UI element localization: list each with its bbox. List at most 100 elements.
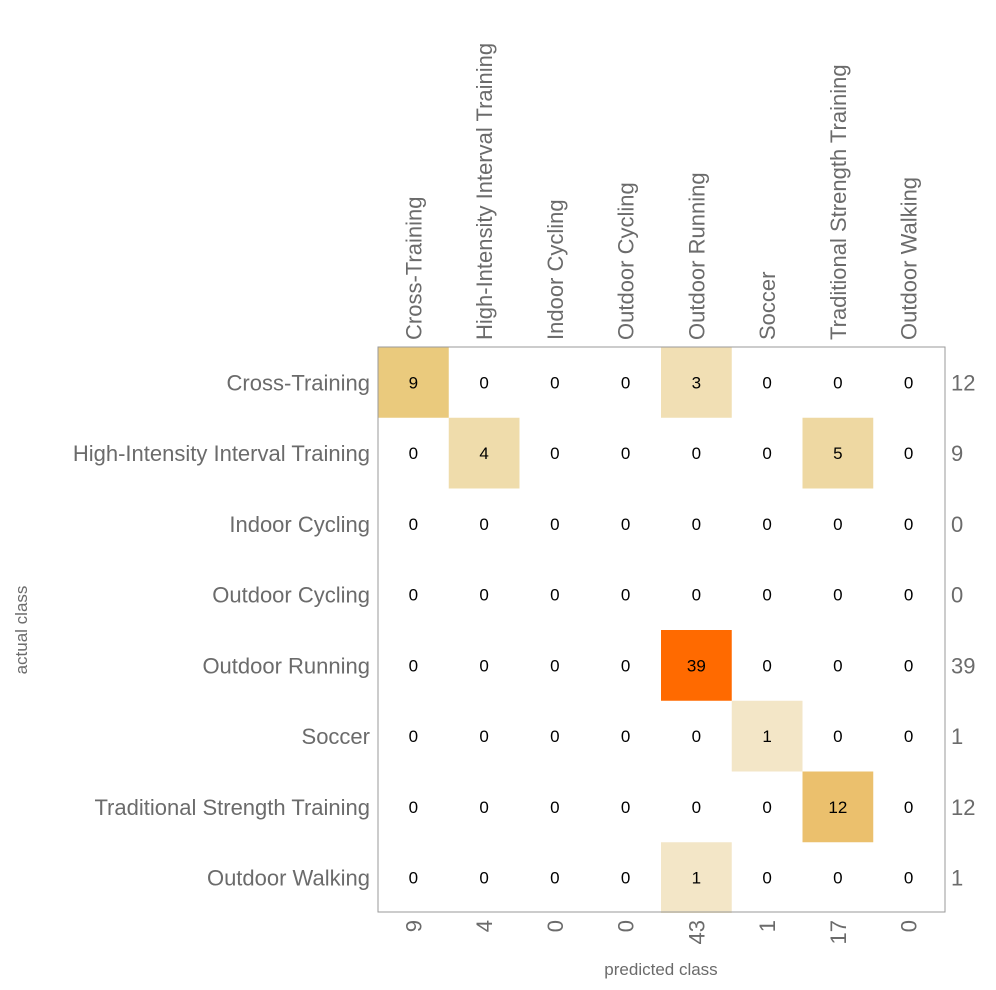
cell-value: 0 [833, 727, 842, 746]
cell-value: 0 [904, 656, 913, 675]
row-label: Indoor Cycling [229, 512, 370, 537]
cell-value: 0 [904, 798, 913, 817]
cell-value: 0 [409, 727, 418, 746]
cell-value: 0 [621, 373, 630, 392]
cell-value: 0 [479, 727, 488, 746]
column-totals: 9 4 0 0 43 1 17 0 [401, 920, 921, 944]
cell-value: 0 [692, 727, 701, 746]
cell-value: 5 [833, 444, 842, 463]
row-label: Soccer [302, 724, 370, 749]
row-labels: Cross-Training High-Intensity Interval Tr… [73, 370, 370, 890]
cell-value: 39 [687, 656, 706, 675]
cell-value: 0 [621, 798, 630, 817]
cell-value: 12 [828, 798, 847, 817]
cell-value: 0 [904, 515, 913, 534]
y-axis-title: actual class [12, 586, 31, 675]
cell-value: 0 [692, 586, 701, 605]
cell-value: 0 [409, 798, 418, 817]
column-label: Traditional Strength Training [826, 64, 851, 340]
column-label: Outdoor Cycling [614, 182, 639, 340]
cell-value: 0 [479, 869, 488, 888]
matrix-cells: 9 0 0 0 3 0 0 0 0 4 0 0 0 0 5 0 0 0 0 0 0 0 0 0 0 0 0 0 0 0 0 0 0 0 0 0 39 0 0… [378, 347, 913, 913]
cell-value: 0 [409, 869, 418, 888]
matrix-cell [378, 347, 449, 418]
column-label: Cross-Training [401, 197, 426, 340]
cell-value: 0 [762, 515, 771, 534]
column-total: 0 [614, 920, 639, 932]
row-total: 12 [951, 370, 975, 395]
row-label: Outdoor Running [202, 653, 370, 678]
cell-value: 0 [762, 656, 771, 675]
matrix-cell [661, 842, 732, 913]
row-total: 0 [951, 512, 963, 537]
row-label: Cross-Training [227, 370, 370, 395]
column-total: 4 [472, 920, 497, 932]
x-axis-title: predicted class [604, 960, 717, 979]
cell-value: 0 [550, 444, 559, 463]
cell-value: 0 [550, 798, 559, 817]
cell-value: 0 [409, 656, 418, 675]
row-label: Outdoor Walking [207, 866, 370, 891]
cell-value: 0 [904, 444, 913, 463]
cell-value: 0 [550, 656, 559, 675]
row-total: 12 [951, 795, 975, 820]
column-total: 1 [755, 920, 780, 932]
matrix-cell [661, 630, 732, 701]
cell-value: 0 [833, 656, 842, 675]
cell-value: 0 [621, 586, 630, 605]
column-total: 43 [684, 920, 709, 944]
cell-value: 0 [904, 727, 913, 746]
matrix-cell [731, 700, 803, 772]
cell-value: 0 [833, 373, 842, 392]
column-label: High-Intensity Interval Training [472, 43, 497, 340]
column-label: Soccer [755, 272, 780, 340]
row-total: 1 [951, 866, 963, 891]
column-label: Indoor Cycling [543, 199, 568, 340]
cell-value: 0 [479, 586, 488, 605]
cell-value: 0 [479, 373, 488, 392]
cell-value: 0 [550, 586, 559, 605]
cell-value: 0 [621, 727, 630, 746]
row-totals: 12 9 0 0 39 1 12 1 [951, 370, 975, 890]
cell-value: 0 [904, 869, 913, 888]
cell-value: 0 [692, 515, 701, 534]
column-labels: Cross-Training High-Intensity Interval Tr… [401, 43, 921, 340]
row-total: 9 [951, 441, 963, 466]
row-label: High-Intensity Interval Training [73, 441, 370, 466]
column-total: 0 [897, 920, 922, 932]
matrix-cell [802, 771, 874, 843]
row-total: 0 [951, 583, 963, 608]
column-label: Outdoor Walking [897, 177, 922, 340]
row-total: 39 [951, 653, 975, 678]
row-total: 1 [951, 724, 963, 749]
matrix-cell [448, 417, 520, 489]
cell-value: 0 [762, 586, 771, 605]
matrix-cell [802, 417, 874, 489]
cell-value: 0 [762, 373, 771, 392]
cell-value: 1 [692, 869, 701, 888]
cell-value: 0 [409, 444, 418, 463]
cell-value: 0 [833, 515, 842, 534]
cell-value: 0 [550, 373, 559, 392]
cell-value: 9 [409, 373, 418, 392]
cell-value: 0 [550, 869, 559, 888]
cell-value: 0 [904, 586, 913, 605]
matrix-frame [377, 346, 946, 913]
cell-value: 0 [621, 444, 630, 463]
column-total: 17 [826, 920, 851, 944]
cell-value: 0 [621, 515, 630, 534]
cell-value: 0 [621, 869, 630, 888]
cell-value: 0 [904, 373, 913, 392]
column-total: 9 [401, 920, 426, 932]
cell-value: 0 [833, 586, 842, 605]
cell-value: 0 [762, 869, 771, 888]
cell-value: 0 [833, 869, 842, 888]
cell-value: 0 [621, 656, 630, 675]
column-label: Outdoor Running [684, 172, 709, 340]
cell-value: 0 [409, 586, 418, 605]
column-total: 0 [543, 920, 568, 932]
cell-value: 0 [692, 444, 701, 463]
cell-value: 0 [479, 798, 488, 817]
cell-value: 0 [762, 798, 771, 817]
